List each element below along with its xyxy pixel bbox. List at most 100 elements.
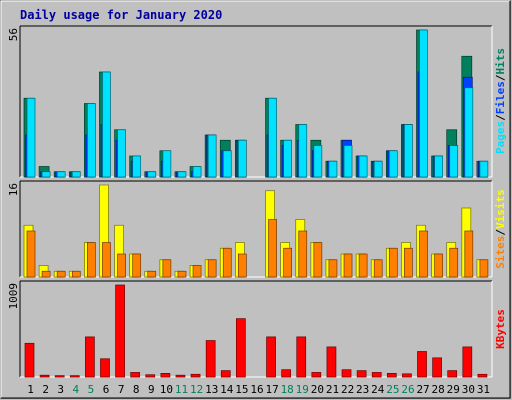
- bar-pages-13: [207, 134, 217, 178]
- bar-sites-11: [177, 270, 187, 278]
- bar-sites-31: [479, 259, 489, 278]
- day-label-5: 5: [88, 383, 95, 396]
- bar-pages-7: [117, 129, 126, 178]
- bar-kbytes-15: [236, 318, 246, 378]
- ymax-label: 1009: [7, 283, 20, 310]
- bar-pages-1: [26, 97, 36, 178]
- bar-pages-21: [328, 160, 338, 178]
- bar-sites-23: [358, 253, 368, 278]
- bar-sites-28: [434, 253, 443, 278]
- day-label-29: 29: [447, 383, 460, 396]
- panel-hits-files-pages: 56: [7, 25, 493, 178]
- day-label-25: 25: [386, 383, 399, 396]
- bar-pages-11: [177, 171, 187, 178]
- bar-kbytes-18: [281, 369, 291, 378]
- plot-area: [20, 181, 492, 277]
- bar-kbytes-24: [371, 372, 382, 378]
- day-label-24: 24: [371, 383, 385, 396]
- day-label-12: 12: [190, 383, 203, 396]
- bar-kbytes-11: [175, 374, 186, 378]
- day-label-7: 7: [118, 383, 125, 396]
- day-label-20: 20: [311, 383, 324, 396]
- legend-separator: /: [494, 229, 507, 236]
- plot-area: [20, 26, 492, 177]
- bar-kbytes-4: [69, 375, 80, 378]
- bar-pages-18: [283, 139, 292, 178]
- day-label-4: 4: [73, 383, 80, 396]
- bar-sites-25: [388, 247, 398, 278]
- legend-item-sites: Sites: [494, 236, 507, 269]
- day-label-22: 22: [341, 383, 354, 396]
- day-label-30: 30: [462, 383, 475, 396]
- day-label-11: 11: [175, 383, 188, 396]
- ymax-label: 16: [7, 183, 20, 196]
- bar-kbytes-8: [130, 372, 141, 378]
- ymax-label: 56: [7, 28, 20, 41]
- bar-kbytes-6: [100, 358, 110, 378]
- bar-kbytes-20: [311, 372, 322, 378]
- bar-kbytes-25: [386, 373, 397, 378]
- bar-kbytes-28: [432, 357, 442, 378]
- bar-pages-22: [343, 145, 353, 178]
- bar-pages-25: [388, 150, 398, 178]
- bar-kbytes-26: [402, 373, 412, 378]
- bar-sites-21: [328, 259, 338, 278]
- bar-kbytes-27: [417, 351, 427, 378]
- legend-kbytes: KBytes: [494, 309, 507, 349]
- bar-sites-12: [192, 265, 202, 278]
- bar-kbytes-10: [160, 373, 171, 378]
- day-label-2: 2: [42, 383, 49, 396]
- bar-pages-8: [132, 155, 142, 178]
- bar-sites-22: [343, 253, 353, 278]
- bar-kbytes-3: [54, 375, 65, 378]
- bar-sites-24: [373, 259, 383, 278]
- day-label-8: 8: [133, 383, 140, 396]
- day-label-17: 17: [265, 383, 278, 396]
- bar-sites-30: [464, 230, 474, 278]
- bar-pages-2: [41, 171, 51, 178]
- bar-pages-23: [358, 155, 368, 178]
- day-label-16: 16: [250, 383, 263, 396]
- legend-item-kbytes: KBytes: [494, 309, 507, 349]
- bar-sites-18: [283, 247, 292, 278]
- day-label-1: 1: [27, 383, 34, 396]
- bar-pages-5: [87, 103, 96, 178]
- bar-sites-6: [102, 242, 111, 278]
- day-label-21: 21: [326, 383, 339, 396]
- bar-sites-20: [313, 242, 323, 278]
- bar-kbytes-31: [477, 373, 488, 378]
- bar-pages-29: [449, 145, 459, 178]
- plot-area: [20, 281, 492, 377]
- bar-kbytes-5: [85, 336, 95, 378]
- bar-sites-5: [87, 242, 96, 278]
- bar-sites-1: [26, 230, 36, 278]
- bar-kbytes-30: [462, 346, 473, 378]
- bar-pages-15: [238, 139, 247, 178]
- bar-sites-2: [41, 270, 51, 278]
- day-label-10: 10: [160, 383, 173, 396]
- bar-pages-30: [464, 87, 474, 178]
- bar-pages-28: [434, 155, 443, 178]
- bar-pages-24: [373, 160, 383, 178]
- day-label-19: 19: [296, 383, 309, 396]
- bar-pages-17: [268, 97, 277, 178]
- day-label-13: 13: [205, 383, 218, 396]
- chart-title: Daily usage for January 2020: [20, 8, 222, 22]
- day-label-27: 27: [416, 383, 429, 396]
- legend-visits-sites: Sites/Visits: [494, 189, 507, 269]
- bar-sites-8: [132, 253, 142, 278]
- bar-kbytes-2: [39, 374, 50, 378]
- bar-pages-3: [56, 171, 66, 178]
- legend-separator: /: [494, 114, 507, 121]
- bar-sites-15: [238, 253, 247, 278]
- bar-sites-13: [207, 259, 217, 278]
- bar-kbytes-17: [266, 336, 276, 378]
- day-label-23: 23: [356, 383, 369, 396]
- legends: Pages/Files/Hits Sites/Visits KBytes: [494, 48, 507, 349]
- bar-kbytes-9: [145, 374, 156, 378]
- day-label-18: 18: [281, 383, 294, 396]
- bar-kbytes-22: [341, 369, 352, 378]
- legend-separator: /: [494, 74, 507, 81]
- panel-kbytes: 1009: [7, 280, 493, 378]
- legend-hits-files-pages: Pages/Files/Hits: [494, 48, 507, 154]
